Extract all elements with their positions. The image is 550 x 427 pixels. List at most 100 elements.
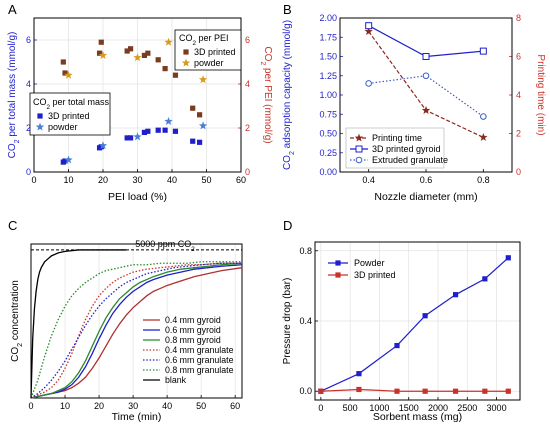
series-line (368, 31, 484, 138)
y-tick-label: 4 (516, 90, 521, 100)
series-line (30, 262, 242, 399)
data-point (356, 386, 362, 393)
y-tick-label: 0 (26, 167, 31, 177)
x-tick-label: 1000 (369, 403, 389, 413)
data-point (452, 388, 459, 394)
y-tick-label: 0 (245, 167, 250, 177)
y-tick-label: 0.4 (299, 316, 312, 326)
y-tick-label: 8 (516, 13, 521, 23)
x-tick-label: 40 (162, 401, 172, 411)
y-tick-label: 0.00 (319, 167, 337, 177)
y-tick-label: 0.50 (319, 129, 337, 139)
y-tick-label: 0.75 (319, 109, 337, 119)
legend-entry: 0.4 mm granulate (165, 345, 234, 355)
series-line (30, 261, 242, 399)
data-point (364, 27, 373, 36)
series-line (30, 262, 242, 399)
data-point (62, 158, 68, 164)
x-tick-label: 2000 (428, 403, 448, 413)
data-point (128, 46, 134, 52)
series-line (30, 249, 127, 399)
data-point (164, 117, 173, 125)
data-point (162, 127, 168, 133)
y-tick-label: 2.00 (319, 13, 337, 23)
data-point (505, 255, 511, 261)
series-line (368, 25, 484, 58)
y-tick-label: 2 (26, 123, 31, 133)
data-point (64, 155, 73, 164)
y-axis-title-right: CO2 per PEI (mmol/g) (260, 46, 274, 143)
data-point (356, 371, 362, 377)
y-axis-title: CO2 concentration (10, 280, 24, 362)
panel-letter: B (283, 2, 292, 17)
data-point (164, 37, 173, 46)
y-tick-label: 0.8 (299, 246, 312, 256)
data-point (172, 72, 179, 78)
y-tick-label: 6 (245, 35, 250, 45)
data-point (162, 66, 168, 72)
panel-letter: A (8, 2, 17, 17)
data-point (190, 138, 196, 144)
x-tick-label: 50 (196, 401, 206, 411)
data-point (421, 106, 431, 114)
legend-entry: blank (165, 375, 187, 385)
data-point (98, 141, 108, 150)
data-point (124, 48, 130, 54)
x-tick-label: 60 (236, 175, 246, 185)
y-tick-label: 1.75 (319, 32, 337, 42)
data-point (124, 135, 130, 141)
y-tick-label: 6 (516, 52, 521, 62)
x-axis-title: Nozzle diameter (mm) (374, 191, 477, 203)
data-point (172, 128, 179, 134)
annotation: 5000 ppm CO2 (135, 239, 195, 253)
x-tick-label: 0.4 (362, 175, 375, 185)
x-tick-label: 40 (167, 175, 177, 185)
data-point (318, 388, 324, 394)
y-tick-label: 2 (245, 123, 250, 133)
data-point (145, 50, 151, 56)
panel-letter: C (8, 218, 17, 233)
x-tick-label: 20 (94, 401, 104, 411)
x-tick-label: 1500 (399, 403, 419, 413)
legend-entry: 0.8 mm granulate (165, 365, 234, 375)
data-point (422, 53, 430, 60)
x-tick-label: 60 (230, 401, 240, 411)
x-tick-label: 0.6 (420, 175, 433, 185)
panel-b: B 0.4 0.6 0.8 0.00 0.25 0.50 0.75 1.00 1.25 1.50 1.… (282, 2, 546, 203)
x-tick-label: 3000 (487, 403, 507, 413)
x-axis-title: Time (min) (112, 411, 162, 423)
legend-title: CO2 per PEI (179, 33, 229, 47)
legend-marker (35, 122, 45, 131)
data-point (394, 342, 400, 349)
data-point (505, 388, 511, 394)
legend-entry: powder (194, 58, 224, 68)
legend-entry: 0.8 mm gyroid (165, 335, 221, 345)
x-tick-label: 0 (31, 175, 36, 185)
legend-marker (354, 133, 364, 142)
data-point (394, 388, 400, 394)
data-point (365, 22, 373, 30)
legend-entry: 0.4 mm gyroid (165, 315, 221, 325)
y-tick-label: 1.25 (319, 71, 337, 81)
plot-frame (314, 241, 521, 401)
legend-marker (335, 272, 341, 278)
legend-marker (355, 156, 363, 164)
y-axis-title-right: Printing time (min) (535, 54, 546, 135)
data-point (141, 129, 147, 135)
x-axis-title: PEI load (%) (108, 191, 167, 203)
data-point (133, 132, 142, 141)
legend-box (29, 92, 111, 136)
data-point (145, 128, 151, 134)
data-point (141, 52, 147, 58)
data-point (197, 139, 203, 145)
data-point (482, 388, 488, 394)
legend-entry: 0.6 mm granulate (165, 355, 234, 365)
y-tick-label: 2 (516, 129, 521, 139)
series-line (30, 262, 243, 399)
data-point (422, 72, 430, 80)
legend-entry: 3D printed gyroid (372, 144, 441, 154)
x-tick-label: 50 (201, 175, 211, 185)
y-tick-label: 0.25 (319, 148, 337, 158)
